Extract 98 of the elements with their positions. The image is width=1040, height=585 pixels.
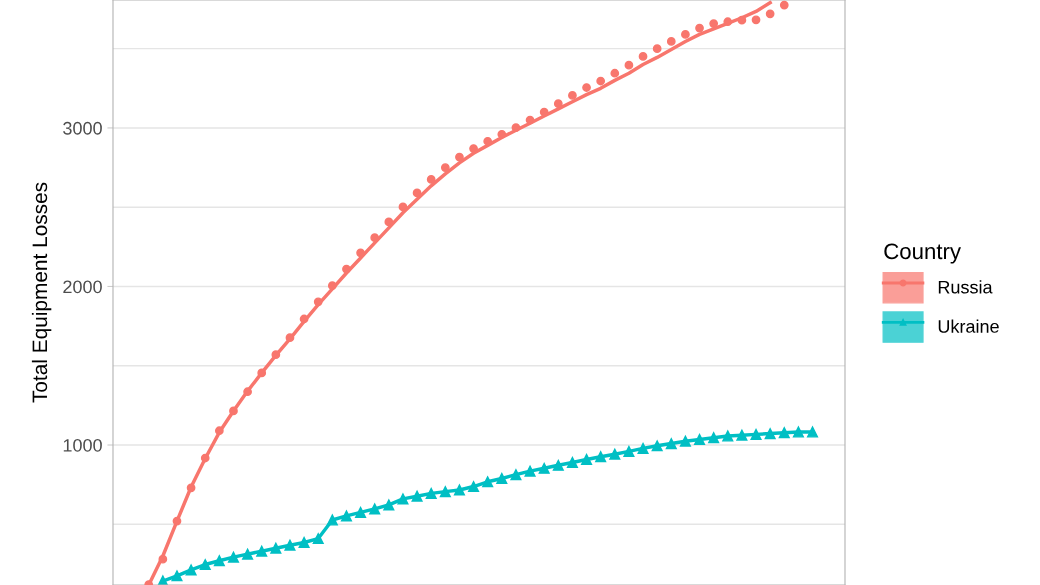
point xyxy=(440,163,450,172)
point xyxy=(765,9,775,19)
point xyxy=(312,532,324,545)
point xyxy=(723,17,733,27)
point xyxy=(384,217,394,227)
point xyxy=(455,152,464,162)
point xyxy=(425,487,437,499)
point xyxy=(610,68,620,78)
point xyxy=(580,453,593,465)
point xyxy=(214,426,224,436)
point xyxy=(679,435,691,447)
point xyxy=(412,188,422,198)
point xyxy=(637,442,649,454)
point xyxy=(370,233,380,243)
point xyxy=(609,448,621,460)
point xyxy=(213,555,225,567)
point xyxy=(651,440,663,452)
point xyxy=(736,429,748,441)
point xyxy=(792,426,804,438)
point xyxy=(327,281,337,291)
y-tick-label: 2000 xyxy=(63,280,102,294)
point xyxy=(171,570,183,582)
point xyxy=(595,451,607,463)
point xyxy=(482,476,494,488)
point xyxy=(750,428,762,440)
point xyxy=(453,484,465,496)
point xyxy=(778,427,790,439)
point xyxy=(256,545,268,557)
point xyxy=(624,60,634,70)
point xyxy=(186,483,196,493)
point xyxy=(623,445,635,457)
point xyxy=(271,350,281,360)
point xyxy=(552,459,564,471)
point xyxy=(340,510,353,522)
point xyxy=(426,175,436,184)
point xyxy=(356,248,365,258)
y-tick-label: 3000 xyxy=(63,121,102,135)
point xyxy=(665,438,677,450)
point xyxy=(539,107,549,117)
point xyxy=(243,387,252,397)
point xyxy=(582,83,591,92)
point xyxy=(313,297,323,307)
point xyxy=(666,37,676,46)
point xyxy=(568,91,577,100)
point xyxy=(200,453,210,463)
point xyxy=(708,432,720,444)
point xyxy=(779,0,789,10)
point xyxy=(229,406,238,416)
point xyxy=(764,428,776,440)
point xyxy=(566,456,578,469)
point xyxy=(483,136,493,146)
point xyxy=(270,542,282,554)
point xyxy=(172,516,182,526)
point xyxy=(681,30,690,39)
point xyxy=(468,480,480,493)
point xyxy=(355,506,367,518)
point xyxy=(397,493,409,505)
point xyxy=(342,264,351,274)
point xyxy=(398,202,408,212)
point xyxy=(326,514,338,526)
point xyxy=(596,76,606,86)
point xyxy=(411,490,423,502)
point xyxy=(806,426,819,438)
point xyxy=(751,15,761,25)
y-axis-title: Total Equipment Losses xyxy=(31,182,52,403)
legend-label: Russia xyxy=(938,280,993,294)
point xyxy=(524,465,536,477)
point xyxy=(496,472,508,485)
point xyxy=(638,52,648,61)
point xyxy=(298,536,310,549)
point xyxy=(185,564,197,576)
legend-label: Ukraine xyxy=(938,319,999,333)
point xyxy=(695,23,704,33)
point xyxy=(722,430,734,442)
point xyxy=(652,44,662,54)
point xyxy=(158,554,168,564)
legend-title: Country xyxy=(884,243,961,264)
point xyxy=(369,503,381,515)
point xyxy=(497,129,507,139)
point xyxy=(510,469,522,481)
point xyxy=(242,548,254,560)
point xyxy=(525,115,535,125)
y-tick-label: 1000 xyxy=(63,438,102,452)
point xyxy=(383,499,395,511)
point xyxy=(285,333,295,343)
point xyxy=(299,314,309,324)
point xyxy=(511,123,521,132)
point xyxy=(439,486,451,498)
point xyxy=(553,99,563,109)
point xyxy=(737,15,747,25)
point xyxy=(709,19,719,28)
point xyxy=(199,558,211,571)
point xyxy=(284,539,296,551)
point xyxy=(227,551,240,563)
point xyxy=(469,144,478,153)
point xyxy=(257,368,267,378)
point xyxy=(693,433,706,446)
point xyxy=(538,462,550,474)
